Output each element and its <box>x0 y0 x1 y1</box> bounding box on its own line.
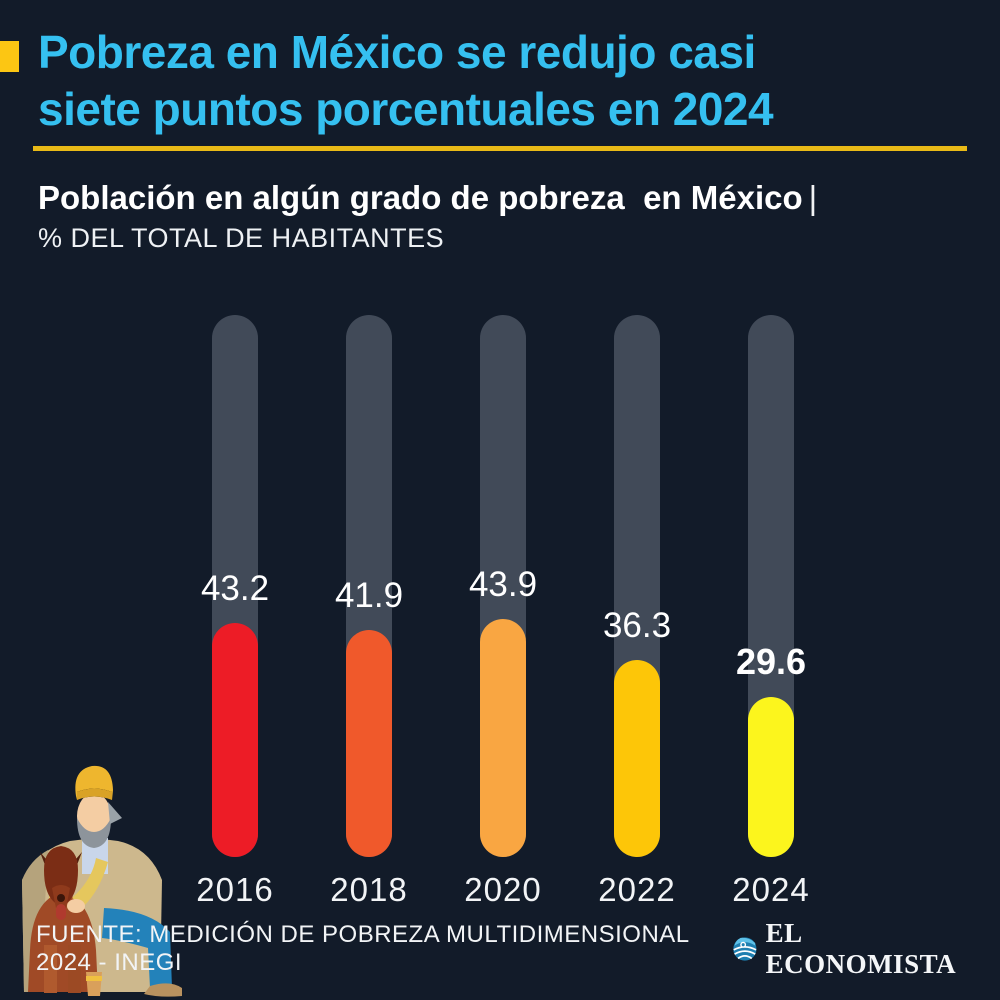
x-axis-label: 2020 <box>464 871 542 908</box>
bar-value-label: 41.9 <box>334 576 404 615</box>
subtitle-pipe: | <box>808 179 818 216</box>
publisher-brand: EL ECONOMISTA <box>732 918 966 980</box>
source-credit: FUENTE: MEDICIÓN DE POBREZA MULTIDIMENSI… <box>36 921 689 976</box>
chart-subtitle-units: % DEL TOTAL DE HABITANTES <box>38 223 445 253</box>
bar-value-label: 29.6 <box>735 641 807 682</box>
bar-column-2018: 41.9 2018 <box>302 315 436 909</box>
bar-fill <box>748 697 794 857</box>
footer: FUENTE: MEDICIÓN DE POBREZA MULTIDIMENSI… <box>0 918 1000 979</box>
bar-column-2020: 43.9 2020 <box>436 315 570 909</box>
bar-chart: 43.2 2016 41.9 2018 43.9 2020 36.3 2022 <box>168 315 838 909</box>
bar-value-label: 43.9 <box>468 565 538 604</box>
chart-subtitle-bold: Población en algún grado de pobreza en M… <box>38 179 803 216</box>
x-axis-label: 2024 <box>732 871 810 908</box>
page-title-line2: siete puntos porcentuales en 2024 <box>38 83 774 135</box>
bar-track: 43.9 <box>469 315 537 857</box>
bar-fill <box>480 619 526 857</box>
gold-divider <box>33 146 967 151</box>
homeless-man-with-dog-illustration <box>22 765 182 997</box>
chart-subtitle: Población en algún grado de pobreza en M… <box>38 179 988 254</box>
headline-accent-square <box>0 41 19 72</box>
page-title-line1: Pobreza en México se redujo casi <box>38 26 756 78</box>
page-title: Pobreza en México se redujo casi siete p… <box>38 24 968 138</box>
bar-fill <box>212 623 258 857</box>
x-axis-label: 2022 <box>598 871 676 908</box>
bar-column-2024: 29.6 2024 <box>704 315 838 909</box>
bar-value-label: 43.2 <box>200 569 270 608</box>
bar-value-label: 36.3 <box>602 606 672 645</box>
bar-track: 43.2 <box>201 315 269 857</box>
bar-column-2016: 43.2 2016 <box>168 315 302 909</box>
bar-fill <box>346 630 392 857</box>
x-axis-label: 2018 <box>330 871 408 908</box>
publisher-brand-name: EL ECONOMISTA <box>765 918 957 979</box>
bar-track: 41.9 <box>335 315 403 857</box>
bar-column-2022: 36.3 2022 <box>570 315 704 909</box>
el-economista-globe-icon <box>733 937 757 961</box>
bar-track: 29.6 <box>736 315 806 857</box>
bar-fill <box>614 660 660 857</box>
x-axis-label: 2016 <box>196 871 274 908</box>
bar-track: 36.3 <box>603 315 671 857</box>
chart-subtitle-main: Población en algún grado de pobreza en M… <box>38 179 988 217</box>
